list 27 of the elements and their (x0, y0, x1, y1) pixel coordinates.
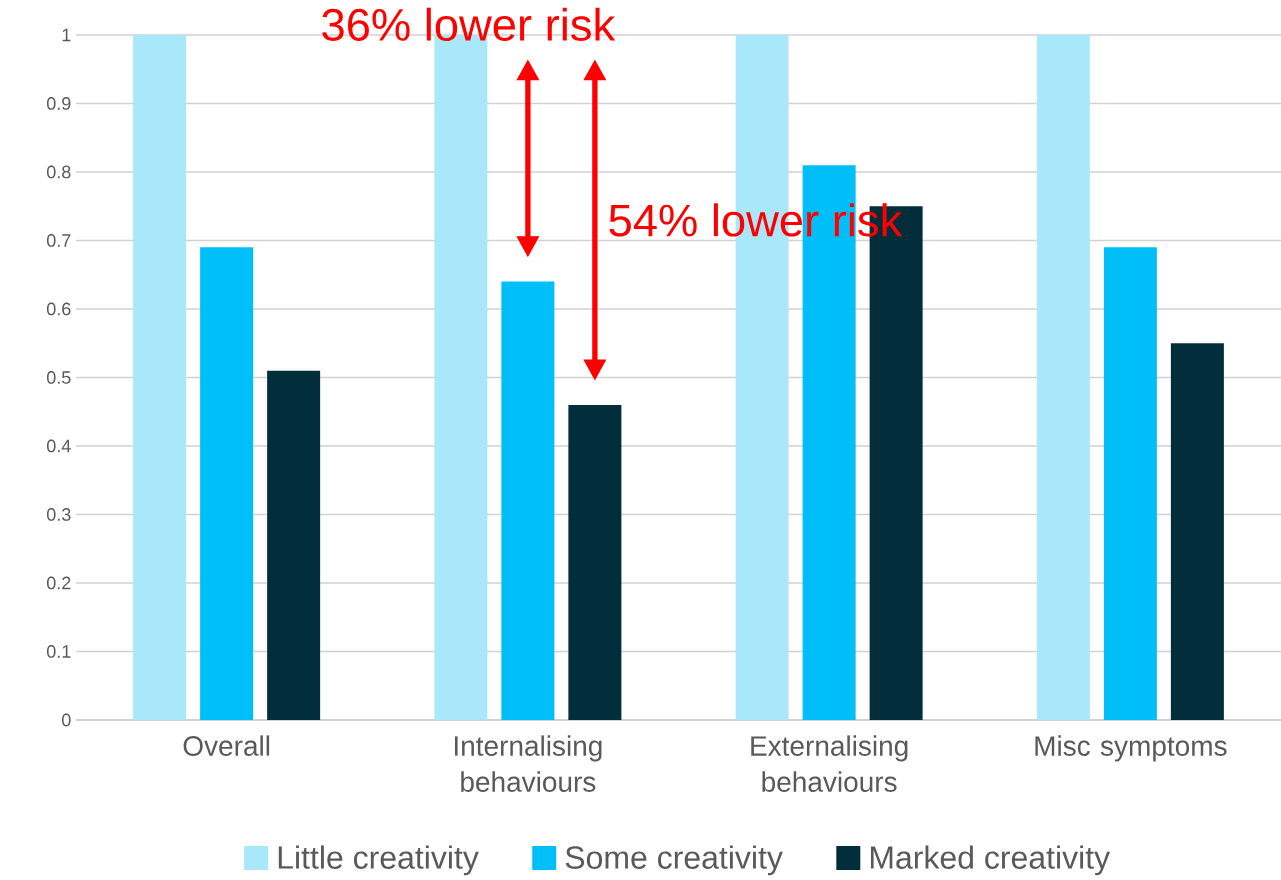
y-tick-label: 0 (62, 713, 71, 727)
y-tick-label: 0.6 (46, 302, 71, 316)
y-tick-label: 1 (62, 28, 71, 42)
bar (1170, 343, 1224, 720)
bar (267, 370, 321, 720)
y-tick-label: 0.1 (46, 645, 71, 658)
y-tick-label: 0.8 (46, 165, 71, 179)
legend-label: Little creativity (278, 845, 479, 876)
y-tick-label: 0.4 (46, 439, 71, 453)
y-tick-label: 0.7 (46, 234, 71, 247)
y-tick-label: 0.2 (46, 576, 71, 590)
y-tick-label: 0.3 (46, 508, 71, 521)
x-tick-label: Overall (183, 735, 270, 756)
bar (1103, 247, 1157, 720)
bar (568, 404, 622, 720)
bar (1036, 34, 1090, 720)
legend-label: Some creativity (565, 845, 783, 876)
y-tick-label: 0.5 (46, 371, 71, 384)
x-tick-label: Externalising behaviours (751, 735, 908, 792)
y-tick-label: 0.9 (46, 97, 71, 110)
x-tick-label: Misc symptoms (1035, 735, 1227, 762)
x-tick-label: Internalising behaviours (454, 735, 602, 792)
bar (501, 281, 555, 720)
annotation: 36% lower risk (322, 7, 616, 41)
bar (200, 247, 254, 720)
bar (133, 34, 187, 720)
legend-label: Marked creativity (870, 845, 1111, 876)
